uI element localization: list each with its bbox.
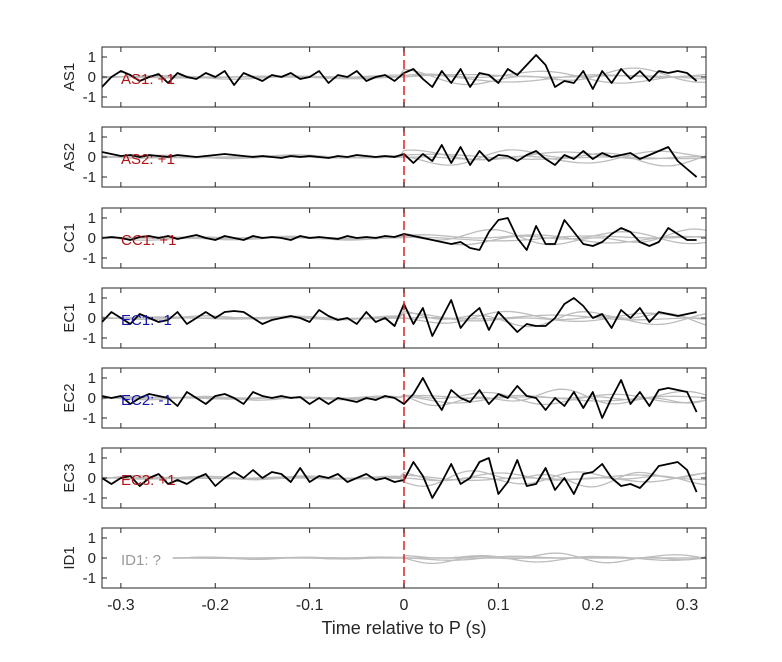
y-axis-label: AS1 (61, 63, 78, 91)
x-tick-label: -0.2 (201, 597, 229, 614)
x-tick-label: 0 (400, 597, 409, 614)
y-tick-label: -1 (83, 410, 96, 427)
x-tick-label: 0.1 (487, 597, 509, 614)
y-axis-label: EC1 (61, 303, 78, 332)
y-tick-label: 0 (88, 310, 96, 327)
panel-annotation: EC3: +1 (121, 472, 176, 489)
y-tick-label: -1 (83, 250, 96, 267)
y-tick-label: 0 (88, 390, 96, 407)
y-tick-label: 1 (88, 210, 96, 227)
panel-annotation: CC1: +1 (121, 232, 176, 249)
data-trace (102, 297, 697, 337)
panel-cc1: -1 0 1 CC1 CC1: +1 (61, 207, 707, 269)
panel-as2: -1 0 1 AS2 AS2: +1 (61, 126, 707, 188)
x-tick-label: 0.2 (582, 597, 604, 614)
y-axis-label: CC1 (61, 223, 78, 253)
panel-annotation: EC1: -1 (121, 312, 172, 329)
data-trace (102, 377, 698, 419)
y-tick-label: 1 (88, 370, 96, 387)
y-tick-label: 1 (88, 129, 96, 146)
y-tick-label: 0 (88, 149, 96, 166)
y-tick-label: -1 (83, 570, 96, 587)
reference-trace (102, 310, 706, 328)
panel-as1: -1 0 1 AS1 AS1: +1 (61, 46, 707, 108)
reference-trace (102, 67, 706, 86)
panel-plot-area (102, 297, 706, 337)
y-axis-label: AS2 (61, 143, 78, 171)
data-trace (102, 217, 697, 251)
panel-annotation: EC2: -1 (121, 392, 172, 409)
y-tick-label: -1 (83, 169, 96, 186)
y-tick-label: -1 (83, 330, 96, 347)
data-trace (102, 457, 698, 499)
y-tick-label: 1 (88, 290, 96, 307)
panel-annotation: ID1: ? (121, 552, 161, 569)
x-tick-label: -0.1 (296, 597, 324, 614)
y-axis-label: EC2 (61, 383, 78, 412)
panel-ec1: -1 0 1 EC1 EC1: -1 (61, 287, 707, 349)
y-tick-label: -1 (83, 490, 96, 507)
x-tick-label: 0.3 (676, 597, 698, 614)
y-tick-label: 1 (88, 49, 96, 66)
panel-ec2: -1 0 1 EC2 EC2: -1 (61, 367, 707, 429)
panel-annotation: AS1: +1 (121, 71, 175, 88)
y-tick-label: 0 (88, 69, 96, 86)
x-tick-label: -0.3 (107, 597, 135, 614)
y-tick-label: 0 (88, 230, 96, 247)
y-tick-label: -1 (83, 89, 96, 106)
panel-ec3: -1 0 1 EC3 EC3: +1 (61, 447, 707, 509)
y-axis-label: EC3 (61, 463, 78, 492)
panel-annotation: AS2: +1 (121, 151, 175, 168)
y-tick-label: 0 (88, 550, 96, 567)
data-trace (102, 144, 698, 178)
x-axis-label: Time relative to P (s) (321, 618, 486, 638)
y-tick-label: 0 (88, 470, 96, 487)
y-axis-label: ID1 (61, 546, 78, 569)
y-tick-label: 1 (88, 530, 96, 547)
panel-plot-area (172, 552, 706, 565)
y-tick-label: 1 (88, 450, 96, 467)
data-trace (102, 54, 698, 90)
reference-trace (172, 552, 706, 565)
panel-id1: -1 0 1 ID1 ID1: ? (61, 527, 707, 589)
